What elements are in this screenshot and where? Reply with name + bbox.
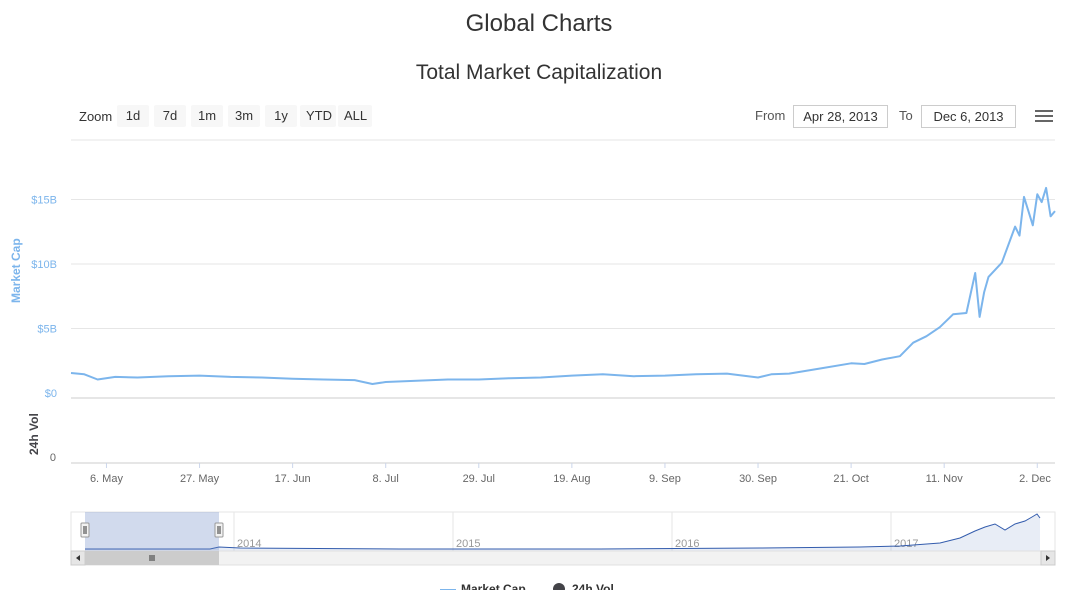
zoom-1d-button[interactable]: 1d [117,105,149,127]
zoom-ytd-button[interactable]: YTD [300,105,336,127]
from-date-input[interactable]: Apr 28, 2013 [793,105,888,128]
y-tick-label: $15B [31,195,57,207]
navigator-year-label: 2017 [894,538,918,550]
to-label: To [899,108,913,123]
menu-bar-1 [1035,110,1053,112]
x-tick-label: 11. Nov [926,473,964,485]
x-tick-label: 21. Oct [833,473,868,485]
navigator-year-label: 2014 [237,538,261,550]
x-tick-layer: 6. May 27. May 17. Jun 8. Jul 29. Jul 19. Aug… [90,463,1051,485]
legend-item-market-cap[interactable]: Market Cap [440,582,526,590]
navigator[interactable]: 2014 2015 2016 2017 [70,511,1056,552]
to-date-input[interactable]: Dec 6, 2013 [921,105,1016,128]
zoom-3m-button[interactable]: 3m [228,105,260,127]
navigator-left-handle[interactable] [80,522,90,538]
x-tick-label: 29. Jul [463,473,495,485]
x-tick-label: 6. May [90,473,124,485]
scroll-left-icon [76,555,80,561]
page-title: Global Charts [465,10,613,37]
from-label: From [755,108,786,123]
volume-axis-tick-0: 0 [50,452,56,464]
navigator-area [85,514,1040,551]
navigator-year-labels: 2014 2015 2016 2017 [233,512,918,551]
y-axis-label: Market Cap [9,238,23,303]
x-tick-label: 2. Dec [1019,473,1051,485]
x-tick-label: 27. May [180,473,220,485]
volume-axis-label: 24h Vol [27,413,41,455]
legend-24h-vol-label: 24h Vol [572,582,614,590]
navigator-year-label: 2015 [456,538,480,550]
navigator-series-line [85,513,1041,550]
market-cap-series-line [70,186,1056,385]
y-tick-label: $5B [37,324,57,336]
menu-bar-2 [1035,115,1053,117]
y-tick-label: $10B [31,259,57,271]
zoom-7d-button[interactable]: 7d [154,105,186,127]
zoom-all-button[interactable]: ALL [338,105,372,127]
legend[interactable]: Market Cap 24h Vol [440,582,614,590]
x-tick-label: 30. Sep [739,473,777,485]
navigator-scrollbar[interactable] [70,550,1056,566]
chart-title: Total Market Capitalization [415,61,663,84]
legend-24h-vol-swatch [553,583,565,590]
navigator-year-label: 2016 [675,538,699,550]
zoom-label: Zoom [79,109,113,124]
scroll-right-icon [1046,555,1050,561]
grid-layer [71,139,1055,464]
zoom-1y-button[interactable]: 1y [265,105,297,127]
y-tick-layer: $0 $5B $10B $15B [31,195,57,401]
legend-item-24h-vol[interactable]: 24h Vol [553,582,614,590]
x-tick-label: 9. Sep [649,473,681,485]
legend-market-cap-label: Market Cap [461,582,526,590]
x-tick-label: 17. Jun [275,473,311,485]
menu-bar-3 [1035,120,1053,122]
x-tick-label: 8. Jul [373,473,399,485]
navigator-right-handle[interactable] [214,522,224,538]
y-tick-label: $0 [45,388,57,400]
hamburger-menu-icon[interactable] [1035,110,1053,124]
x-tick-label: 19. Aug [553,473,590,485]
navigator-selection-mask[interactable] [85,512,219,551]
zoom-1m-button[interactable]: 1m [191,105,223,127]
